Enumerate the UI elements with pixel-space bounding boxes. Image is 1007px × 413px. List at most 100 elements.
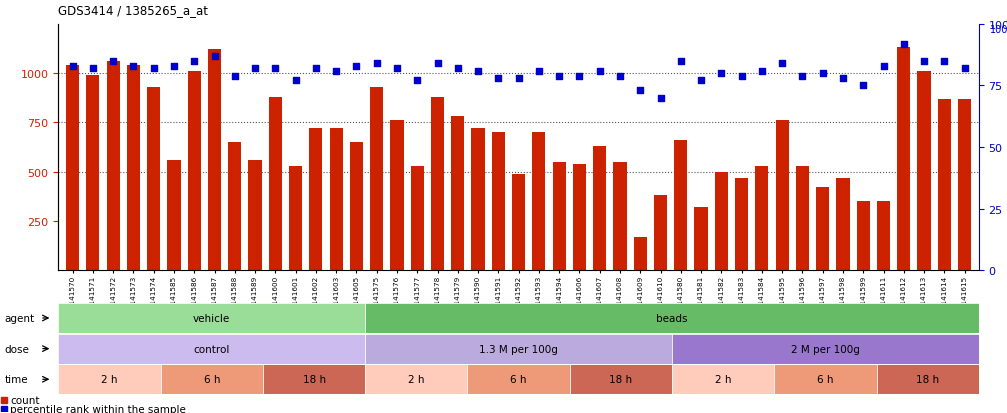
Point	[937, 58, 953, 65]
Bar	[857, 202, 870, 271]
Bar	[775, 121, 788, 271]
Bar	[471, 129, 484, 271]
Bar	[715, 172, 728, 271]
Bar	[289, 166, 302, 271]
Text: 18 h: 18 h	[916, 374, 940, 385]
Point	[247, 66, 263, 72]
Point	[916, 58, 932, 65]
Text: 2 h: 2 h	[102, 374, 118, 385]
Point	[64, 63, 81, 70]
Bar	[573, 164, 586, 271]
Point	[490, 76, 507, 82]
Point	[450, 66, 466, 72]
Point	[835, 76, 851, 82]
Point	[389, 66, 405, 72]
Bar	[431, 97, 444, 271]
Bar	[187, 72, 200, 271]
Text: 1.3 M per 100g: 1.3 M per 100g	[479, 344, 558, 354]
Bar	[411, 166, 424, 271]
Text: dose: dose	[4, 344, 29, 354]
Bar	[229, 143, 242, 271]
Bar	[207, 50, 222, 271]
Point	[693, 78, 709, 85]
Bar	[633, 237, 646, 271]
Bar	[391, 121, 404, 271]
Point	[288, 78, 304, 85]
Bar	[837, 178, 850, 271]
Point	[348, 63, 365, 70]
Text: 6 h: 6 h	[511, 374, 527, 385]
Bar	[613, 162, 626, 271]
Bar	[127, 66, 140, 271]
Bar	[593, 147, 606, 271]
Point	[551, 73, 567, 80]
Bar	[309, 129, 322, 271]
Bar	[349, 143, 363, 271]
Bar	[451, 117, 464, 271]
Point	[470, 68, 486, 75]
Text: 6 h: 6 h	[203, 374, 221, 385]
Point	[795, 73, 811, 80]
Point	[855, 83, 871, 90]
Point	[85, 66, 101, 72]
Point	[267, 66, 283, 72]
Text: control: control	[193, 344, 230, 354]
Point	[673, 58, 689, 65]
Bar	[167, 160, 180, 271]
Bar	[877, 202, 890, 271]
Bar	[553, 162, 566, 271]
Point	[896, 41, 912, 48]
Bar	[897, 48, 910, 271]
Point	[146, 66, 162, 72]
Text: 2 h: 2 h	[715, 374, 731, 385]
Text: agent: agent	[4, 313, 34, 323]
Text: GDS3414 / 1385265_a_at: GDS3414 / 1385265_a_at	[58, 4, 208, 17]
Bar	[329, 129, 342, 271]
Point	[511, 76, 527, 82]
Bar	[491, 133, 505, 271]
Point	[815, 71, 831, 77]
Text: 2 h: 2 h	[408, 374, 425, 385]
Text: vehicle: vehicle	[193, 313, 231, 323]
Point	[531, 68, 547, 75]
Point	[713, 71, 729, 77]
Bar	[735, 178, 748, 271]
Point	[206, 53, 223, 60]
Bar	[147, 88, 160, 271]
Point	[571, 73, 587, 80]
Point	[166, 63, 182, 70]
Point	[308, 66, 324, 72]
Bar	[371, 88, 384, 271]
Text: percentile rank within the sample: percentile rank within the sample	[10, 404, 186, 413]
Point	[227, 73, 243, 80]
Text: 18 h: 18 h	[302, 374, 325, 385]
Bar	[249, 160, 262, 271]
Bar	[107, 62, 120, 271]
Point	[653, 95, 669, 102]
Bar	[87, 76, 100, 271]
Bar	[269, 97, 282, 271]
Text: 6 h: 6 h	[817, 374, 834, 385]
Point	[754, 68, 770, 75]
Bar	[695, 208, 708, 271]
Point	[125, 63, 141, 70]
Bar	[755, 166, 768, 271]
Text: 100%: 100%	[990, 25, 1007, 35]
Bar	[654, 196, 667, 271]
Point	[429, 61, 445, 67]
Point	[105, 58, 121, 65]
Point	[875, 63, 891, 70]
Bar	[796, 166, 809, 271]
Bar	[958, 100, 971, 271]
Point	[774, 61, 790, 67]
Bar	[675, 141, 688, 271]
Point	[957, 66, 973, 72]
Bar	[938, 100, 951, 271]
Point	[733, 73, 749, 80]
Point	[612, 73, 628, 80]
Bar	[917, 72, 930, 271]
Bar	[66, 66, 80, 271]
Text: 2 M per 100g: 2 M per 100g	[790, 344, 860, 354]
Point	[592, 68, 608, 75]
Point	[186, 58, 202, 65]
